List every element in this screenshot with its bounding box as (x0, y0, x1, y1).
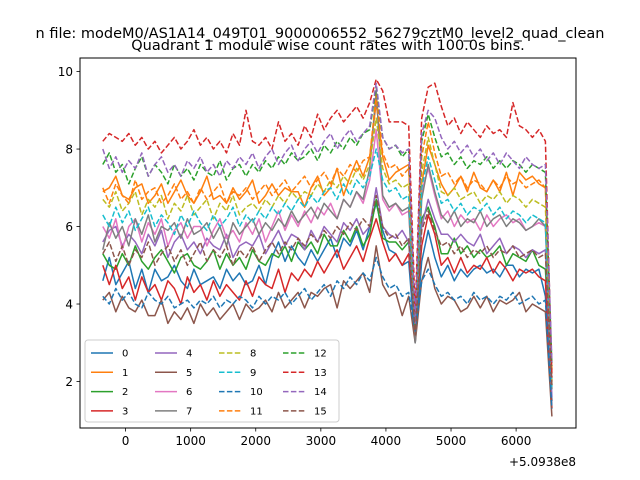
x-tick-label: 5000 (436, 434, 467, 448)
axes-frame (79, 57, 577, 429)
series-line-13 (102, 78, 553, 378)
x-tick-label: 0 (122, 434, 130, 448)
legend-label-5: 5 (186, 368, 192, 379)
series-line-4 (102, 187, 553, 398)
y-tick-label: 6 (65, 220, 73, 234)
series-line-3 (102, 214, 553, 409)
legend-label-6: 6 (186, 387, 192, 398)
y-tick-label: 4 (65, 297, 73, 311)
series-line-14 (102, 82, 553, 363)
legend-label-7: 7 (186, 407, 192, 418)
legend-label-8: 8 (250, 349, 256, 360)
x-offset-label: +5.0938e8 (509, 455, 576, 469)
legend-label-2: 2 (122, 387, 128, 398)
legend-box (84, 339, 340, 423)
series-line-5 (102, 245, 553, 417)
series-line-2 (102, 198, 553, 386)
legend-label-15: 15 (314, 407, 327, 418)
legend-label-9: 9 (250, 368, 256, 379)
series-line-10 (102, 256, 553, 409)
series-line-7 (102, 90, 553, 390)
x-tick-label: 2000 (240, 434, 271, 448)
series-line-8 (102, 117, 553, 382)
y-tick-label: 10 (58, 65, 73, 79)
x-tick-label: 3000 (306, 434, 337, 448)
series-line-15 (102, 194, 553, 386)
chart-title: Quadrant 1 module wise count rates with … (131, 38, 525, 54)
y-tick-label: 2 (65, 375, 73, 389)
legend-label-4: 4 (186, 349, 192, 360)
x-tick-label: 1000 (175, 434, 206, 448)
series-line-11 (102, 94, 553, 370)
plot-area (102, 78, 553, 417)
figure-suptitle: n file: modeM0/AS1A14_049T01_9000006552_… (36, 26, 605, 42)
legend-label-0: 0 (122, 349, 128, 360)
legend-label-10: 10 (250, 387, 263, 398)
legend-label-11: 11 (250, 407, 263, 418)
series-line-9 (102, 148, 553, 390)
y-axis: 2 4 6 8 10 (58, 65, 80, 389)
legend-label-12: 12 (314, 349, 327, 360)
x-tick-label: 6000 (501, 434, 532, 448)
legend-label-1: 1 (122, 368, 128, 379)
series-line-12 (102, 86, 553, 367)
legend-label-13: 13 (314, 368, 327, 379)
x-tick-label: 4000 (371, 434, 402, 448)
legend-label-14: 14 (314, 387, 327, 398)
legend-label-3: 3 (122, 407, 128, 418)
series-line-1 (102, 101, 553, 374)
x-axis: 0 1000 2000 3000 4000 5000 6000 (122, 428, 532, 448)
y-tick-label: 8 (65, 142, 73, 156)
